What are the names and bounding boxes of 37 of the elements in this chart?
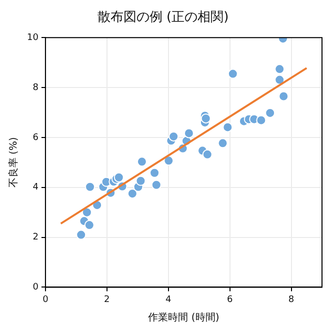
point [278, 91, 289, 102]
y-tick-label: 6 [32, 132, 39, 143]
point [76, 230, 86, 240]
x-tick-label: 4 [165, 294, 172, 305]
y-tick-label: 2 [32, 232, 38, 243]
point [228, 68, 238, 79]
x-tick-label: 8 [288, 294, 294, 305]
point [136, 156, 147, 167]
point [127, 188, 138, 199]
point [114, 172, 124, 182]
point [82, 207, 92, 218]
x-tick-label: 6 [226, 294, 233, 305]
point [222, 122, 233, 132]
point [265, 108, 276, 118]
point [84, 220, 94, 230]
y-tick-label: 10 [27, 32, 39, 43]
point [150, 168, 160, 178]
y-tick-label: 8 [32, 82, 39, 93]
y-tick-label: 4 [32, 182, 39, 193]
x-axis-title: 作業時間 (時間) [147, 312, 220, 324]
y-axis-title: 不良率 (%) [8, 137, 20, 188]
point [274, 64, 285, 74]
point [218, 138, 228, 148]
point [85, 182, 96, 192]
point [274, 74, 285, 85]
point [168, 131, 179, 142]
point [136, 176, 146, 186]
point [184, 128, 194, 138]
point [256, 115, 266, 126]
x-tick-label: 0 [42, 294, 49, 305]
point [164, 156, 174, 166]
point [200, 113, 211, 124]
chart-title: 散布図の例 (正の相関) [97, 10, 229, 26]
point [151, 180, 162, 190]
point [202, 149, 212, 160]
y-tick-label: 0 [32, 282, 39, 293]
x-tick-label: 2 [104, 294, 110, 305]
